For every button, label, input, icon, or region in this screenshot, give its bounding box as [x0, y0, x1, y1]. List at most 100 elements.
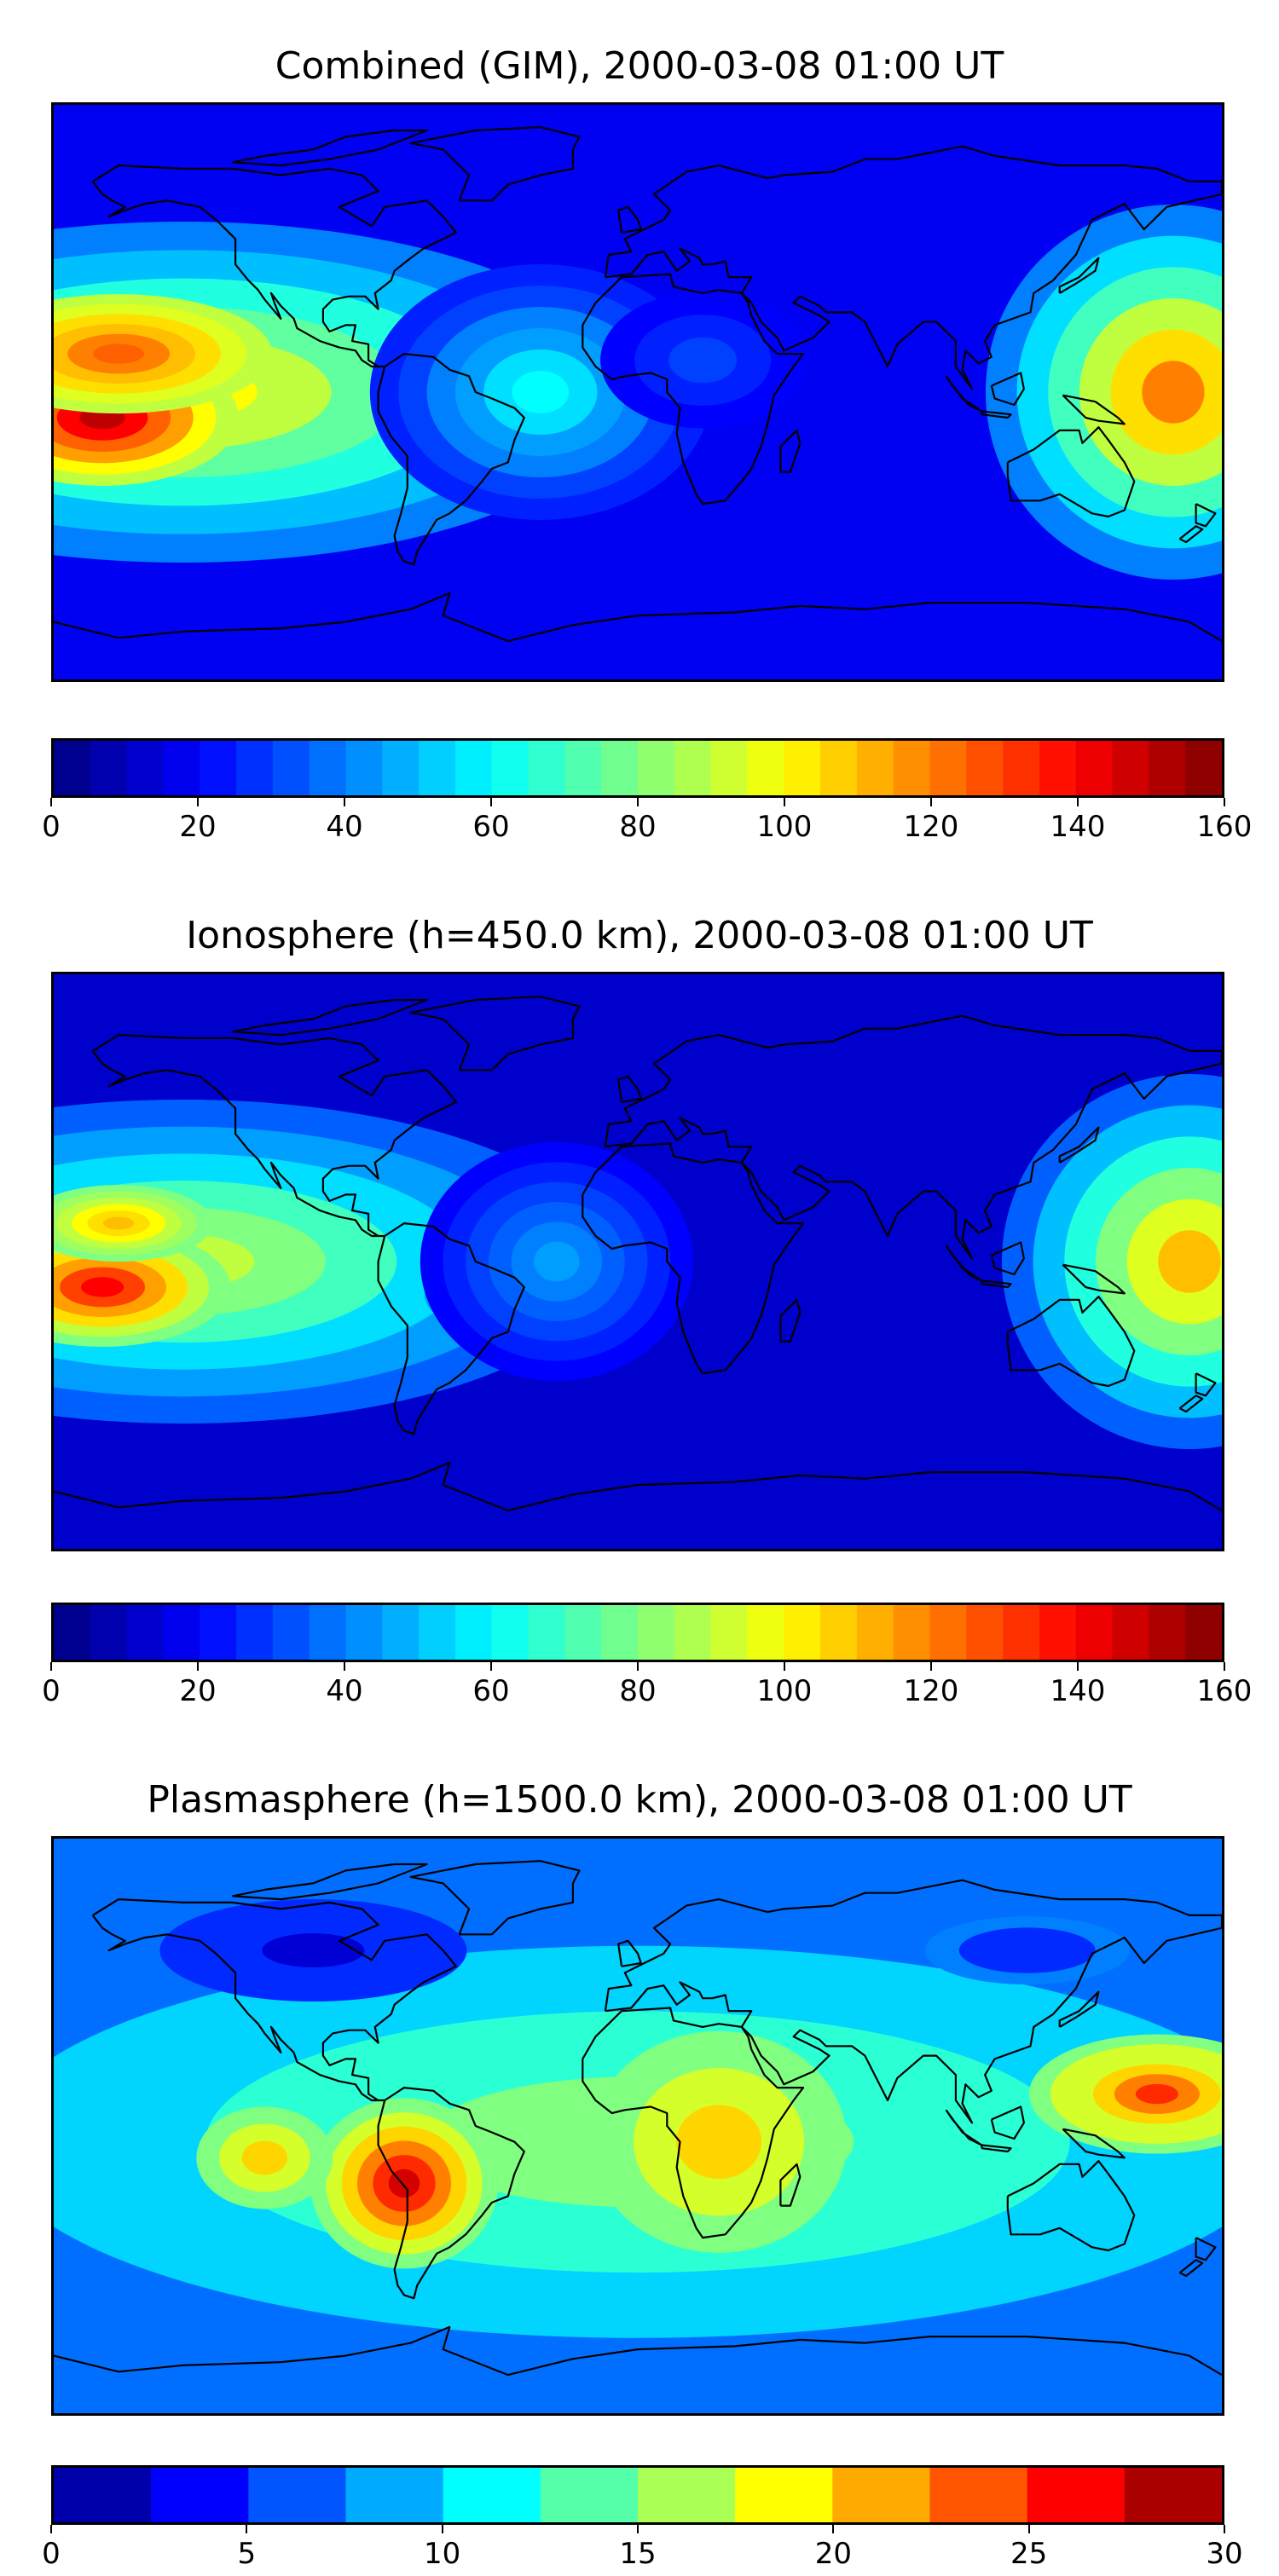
colorbar-tick	[197, 1662, 199, 1671]
colorbar-level	[382, 741, 420, 795]
panel-2-title: Ionosphere (h=450.0 km), 2000-03-08 01:0…	[186, 914, 1093, 957]
colorbar-tick	[784, 1662, 785, 1671]
colorbar-tick-label: 20	[179, 810, 217, 844]
colorbar-level	[1075, 741, 1114, 795]
coastline	[377, 2087, 525, 2300]
colorbar-tick	[637, 1662, 639, 1671]
colorbar-tick-label: 0	[42, 810, 61, 844]
colorbar-level	[564, 741, 602, 795]
colorbar-level	[564, 1605, 602, 1660]
coastline	[1058, 1126, 1100, 1164]
panel-3-colorbar	[51, 2465, 1224, 2525]
coastline	[1178, 1395, 1204, 1413]
panel-1-colorbar-ticks: 0 20 40 60 80 100 120 140 160	[42, 798, 1252, 849]
panel-2-map	[51, 972, 1224, 1551]
panel-3-map	[51, 1836, 1224, 2416]
colorbar-level	[1149, 741, 1186, 795]
colorbar-level	[419, 741, 456, 795]
colorbar-level	[638, 1605, 675, 1660]
colorbar-tick-label: 40	[326, 810, 363, 844]
colorbar-level	[419, 1605, 456, 1660]
colorbar-level	[151, 2468, 249, 2522]
colorbar-level	[309, 1605, 347, 1660]
colorbar-level	[966, 1605, 1004, 1660]
colorbar-level	[382, 1605, 420, 1660]
colorbar-level	[454, 741, 493, 795]
coastline	[604, 145, 1222, 390]
colorbar-level	[1027, 2468, 1126, 2522]
colorbar-tick-label: 80	[619, 1674, 657, 1708]
colorbar-tick	[1224, 2525, 1225, 2533]
colorbar-level	[820, 741, 858, 795]
coastline	[1058, 1990, 1100, 2028]
colorbar-level	[638, 741, 675, 795]
colorbar-tick-label: 10	[424, 2537, 461, 2571]
colorbar-tick	[441, 2525, 443, 2533]
coastline	[232, 1863, 428, 1901]
colorbar-level	[236, 1605, 274, 1660]
colorbar-tick	[930, 798, 932, 806]
panel-1-map	[51, 102, 1224, 682]
colorbar-tick	[637, 798, 639, 806]
coastline	[617, 1939, 642, 1967]
colorbar-level	[784, 741, 821, 795]
colorbar-tick-label: 0	[42, 2537, 61, 2571]
coastline	[1195, 503, 1217, 528]
colorbar-tick	[246, 2525, 248, 2533]
colorbar-level	[674, 741, 712, 795]
colorbar-level	[200, 1605, 237, 1660]
coastline	[604, 1879, 1222, 2124]
colorbar-level	[1185, 1605, 1222, 1660]
coastline	[1006, 2160, 1136, 2252]
colorbar-svg	[54, 1605, 1222, 1660]
colorbar-level	[893, 1605, 931, 1660]
colorbar-tick	[490, 1662, 492, 1671]
colorbar-level	[929, 1605, 967, 1660]
colorbar-level	[832, 2468, 931, 2522]
coastline	[54, 2325, 1222, 2377]
panel-2-colorbar	[51, 1603, 1224, 1662]
coastline	[1195, 2237, 1217, 2261]
coastline	[91, 164, 457, 368]
panel-3-colorbar-ticks: 0 5 10 15 20 25 30	[42, 2525, 1243, 2576]
colorbar-tick	[1077, 798, 1079, 806]
panel-1-colorbar	[51, 738, 1224, 798]
coastline	[779, 429, 802, 473]
colorbar-level	[1112, 1605, 1149, 1660]
colorbar-tick-label: 30	[1206, 2537, 1243, 2571]
coastline	[582, 2007, 805, 2239]
coastline	[582, 273, 805, 505]
colorbar-tick-label: 100	[756, 810, 813, 844]
colorbar-level	[638, 2468, 736, 2522]
colorbar-tick	[1224, 1662, 1225, 1671]
colorbar-level	[966, 741, 1004, 795]
colorbar-tick-label: 20	[179, 1674, 217, 1708]
coastline	[990, 2105, 1026, 2140]
coastline	[232, 129, 428, 167]
colorbar-tick	[344, 1662, 345, 1671]
colorbar-level	[126, 741, 165, 795]
colorbar-level	[90, 741, 128, 795]
coastline	[945, 1245, 983, 1282]
colorbar-level	[856, 741, 894, 795]
coastline	[1178, 525, 1204, 544]
field-contour	[512, 371, 570, 413]
colorbar-tick-label: 60	[472, 810, 510, 844]
field-contour	[697, 2123, 741, 2161]
coastline	[617, 205, 642, 234]
coastline	[91, 1897, 457, 2102]
colorbar-level	[454, 1605, 493, 1660]
colorbar-tick-label: 160	[1196, 810, 1253, 844]
colorbar-level	[345, 1605, 383, 1660]
colorbar-level	[1124, 2468, 1222, 2522]
panel-1-title: Combined (GIM), 2000-03-08 01:00 UT	[275, 44, 1004, 88]
colorbar-level	[1112, 741, 1149, 795]
colorbar-level	[236, 741, 274, 795]
map-svg	[54, 105, 1222, 679]
coastline	[1062, 2128, 1126, 2159]
field-contour	[93, 344, 145, 364]
coastline	[1058, 257, 1100, 294]
colorbar-tick-label: 40	[326, 1674, 363, 1708]
coastline	[54, 592, 1222, 643]
coastline	[990, 1241, 1026, 1276]
